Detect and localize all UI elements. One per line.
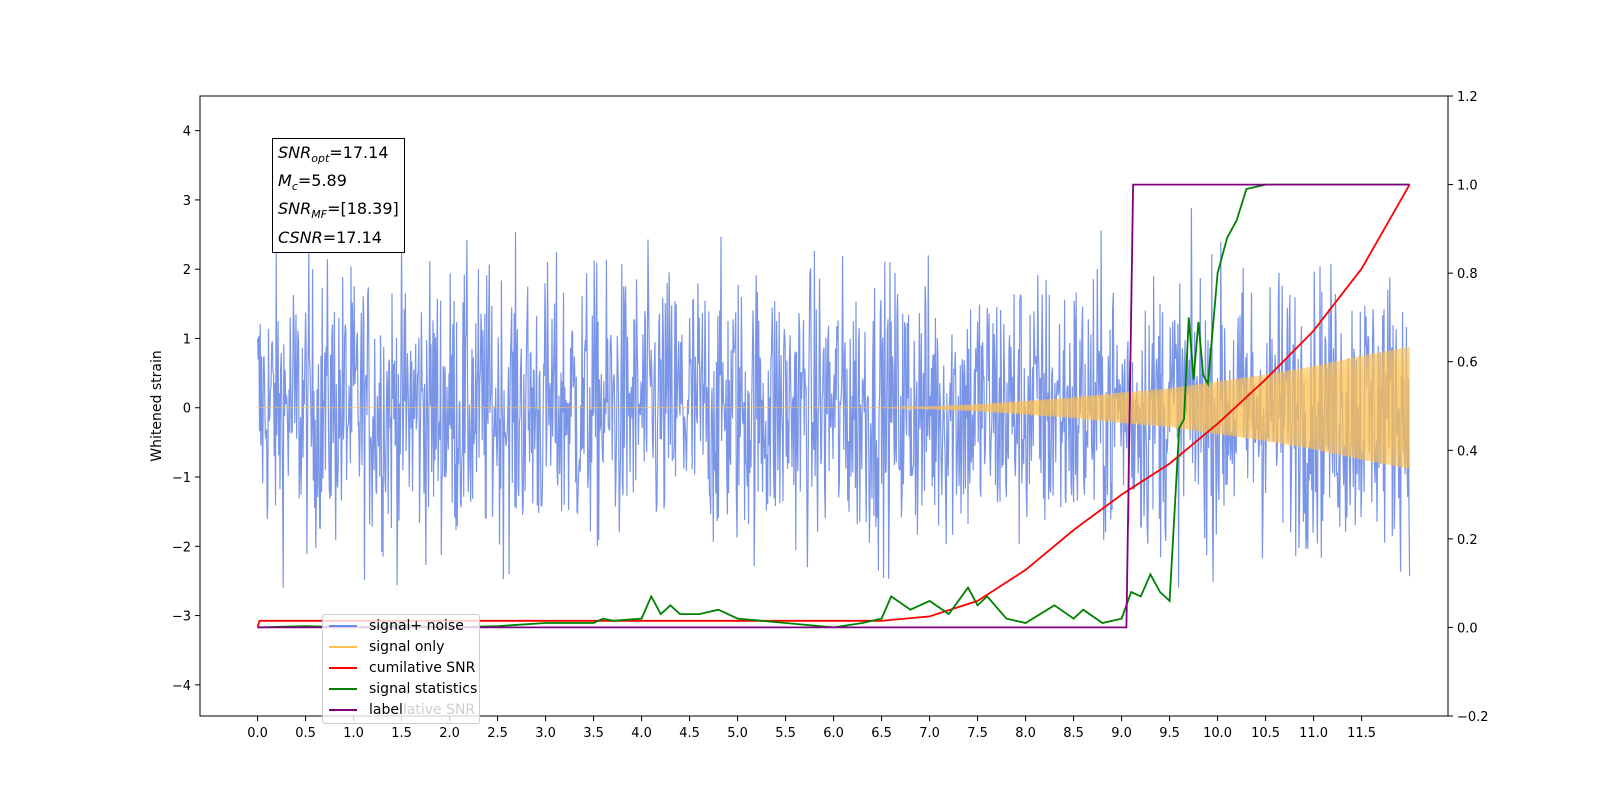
plot-frame [199, 95, 1449, 717]
mc-symbol: M [278, 171, 292, 191]
legend-label-signal-statistics: signal statistics [369, 681, 478, 697]
y-right-tick-label: 1.2 [1457, 90, 1478, 105]
x-tick-label: 5.0 [727, 726, 748, 741]
y-tick-label: 4 [183, 125, 191, 140]
x-tick-label: 3.0 [535, 726, 556, 741]
x-tick-label: 4.0 [631, 726, 652, 741]
x-tick-label: 5.5 [775, 726, 796, 741]
y-tick-label: −2 [172, 540, 191, 555]
x-tick-label: 8.0 [1015, 726, 1036, 741]
series-label [257, 183, 1410, 629]
legend-entry-signal-only: signal only [329, 637, 444, 657]
y-right-tick-label: 1.0 [1457, 179, 1478, 194]
y-right-tick-label: 0.2 [1457, 533, 1478, 548]
snr-opt-symbol: SNR [278, 143, 312, 162]
y-right-tick-label: 0.8 [1457, 267, 1478, 282]
y-tick-label: 1 [183, 332, 191, 347]
snr-mf-symbol: SNR [278, 199, 312, 219]
x-tick-label: 2.5 [487, 726, 508, 741]
x-tick-label: 3.5 [583, 726, 604, 741]
mc-subscript: c [291, 180, 298, 194]
series-signal-noise [257, 208, 1411, 588]
legend-swatch-cumulative-snr [329, 667, 357, 669]
legend-label-label: label [369, 702, 403, 718]
x-tick-label: 0.5 [295, 726, 316, 741]
y-tick-label: −4 [172, 679, 191, 694]
series-cumilative-snr [256, 184, 1411, 628]
x-tick-label: 9.0 [1111, 726, 1132, 741]
x-tick-label: 1.0 [343, 726, 364, 741]
legend-swatch-signal-noise [329, 625, 357, 627]
y-tick-label: 0 [183, 402, 191, 417]
snr-mf-subscript: MF [311, 208, 328, 222]
snr-opt-value: =17.14 [329, 143, 389, 162]
snr-opt-annotation: SNRopt=17.14 [278, 142, 399, 170]
snr-mf-annotation: SNRMF=[18.39] [278, 198, 399, 226]
snr-mf-value: =[18.39] [327, 199, 399, 219]
mc-annotation: Mc=5.89 [278, 170, 399, 198]
y-tick-label: −1 [172, 471, 191, 486]
snr-opt-subscript: opt [311, 152, 330, 166]
y-right-tick-label: 0.6 [1457, 356, 1478, 371]
legend-ghost-text: lative SNR [402, 702, 476, 718]
x-tick-label: 1.5 [391, 726, 412, 741]
legend-entry-signal-statistics: signal statistics [329, 679, 477, 699]
legend-label-signal-only: signal only [369, 639, 445, 655]
legend-swatch-signal-statistics [329, 688, 357, 690]
chart-legend: signal+ noise signal only cumilative SNR… [322, 614, 480, 724]
y-right-tick-label: 0.0 [1457, 621, 1478, 636]
y-right-tick-label: 0.4 [1457, 444, 1478, 459]
y-tick-label: −3 [172, 610, 191, 625]
legend-entry-signal-noise: signal+ noise [329, 616, 464, 636]
x-tick-label: 10.5 [1251, 726, 1280, 741]
x-tick-label: 6.5 [871, 726, 892, 741]
x-tick-label: 10.0 [1203, 726, 1232, 741]
legend-swatch-label [329, 709, 357, 711]
legend-label-signal-noise: signal+ noise [369, 618, 464, 634]
series-signal-statistics [257, 183, 1410, 629]
legend-entry-cumulative-snr: cumilative SNR [329, 658, 475, 678]
x-tick-label: 7.5 [967, 726, 988, 741]
csnr-symbol: CSNR [278, 227, 323, 247]
x-tick-label: 6.0 [823, 726, 844, 741]
legend-entry-label: label lative SNR [329, 700, 475, 720]
x-tick-label: 0.0 [247, 726, 268, 741]
legend-swatch-signal-only [329, 646, 357, 648]
y-tick-label: 2 [183, 263, 191, 278]
x-tick-label: 2.0 [439, 726, 460, 741]
mc-value: =5.89 [297, 171, 347, 191]
x-tick-label: 8.5 [1063, 726, 1084, 741]
x-tick-label: 11.0 [1299, 726, 1328, 741]
x-tick-label: 9.5 [1159, 726, 1180, 741]
y-axis-label: Whitened strain [149, 350, 165, 461]
x-tick-label: 11.5 [1347, 726, 1376, 741]
y-right-tick-label: −0.2 [1457, 710, 1489, 725]
csnr-value: =17.14 [322, 227, 382, 247]
series-signal-only [257, 346, 1410, 469]
x-tick-label: 4.5 [679, 726, 700, 741]
legend-label-cumulative-snr: cumilative SNR [369, 660, 476, 676]
csnr-annotation: CSNR=17.14 [278, 227, 399, 249]
y-tick-label: 3 [183, 194, 191, 209]
stats-annotation-box: SNRopt=17.14 Mc=5.89 SNRMF=[18.39] CSNR=… [272, 138, 405, 253]
x-tick-label: 7.0 [919, 726, 940, 741]
